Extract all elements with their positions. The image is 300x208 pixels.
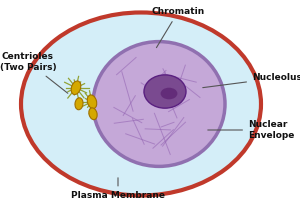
Ellipse shape — [75, 98, 83, 110]
Ellipse shape — [71, 81, 81, 95]
Ellipse shape — [93, 42, 225, 166]
Ellipse shape — [160, 88, 177, 99]
Ellipse shape — [89, 108, 97, 120]
Text: Chromatin: Chromatin — [152, 7, 205, 48]
Ellipse shape — [87, 95, 97, 109]
Ellipse shape — [21, 12, 261, 196]
Ellipse shape — [144, 75, 186, 108]
Text: Nucleolus: Nucleolus — [203, 73, 300, 88]
Text: Plasma Membrane: Plasma Membrane — [71, 178, 165, 201]
Text: Centrioles
(Two Pairs): Centrioles (Two Pairs) — [0, 52, 68, 93]
Text: Nuclear
Envelope: Nuclear Envelope — [208, 120, 294, 140]
